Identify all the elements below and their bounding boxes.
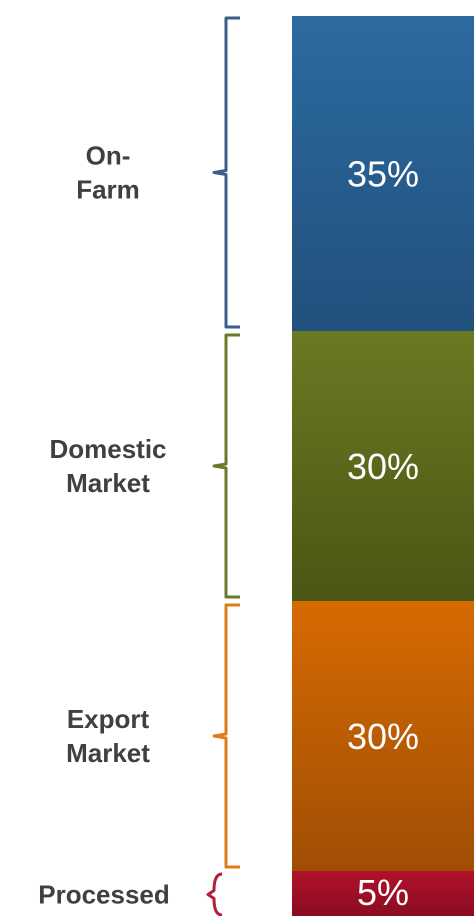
value-label-domestic-market: 30% bbox=[347, 446, 419, 487]
category-label-export-market: Export Market bbox=[66, 704, 150, 768]
value-label-processed: 5% bbox=[357, 872, 409, 913]
braces bbox=[206, 16, 240, 916]
category-label-domestic-market: Domestic Market bbox=[49, 434, 166, 498]
brace-export-market bbox=[212, 603, 240, 869]
bar-segment-processed bbox=[292, 871, 474, 916]
category-labels: On-Farm Domestic Market Export Market Process… bbox=[38, 141, 170, 910]
category-label-on-farm: On-Farm bbox=[76, 141, 140, 205]
bar-segment-export-market bbox=[292, 601, 474, 871]
brace-on-farm bbox=[212, 16, 240, 329]
bar-segment-on-farm bbox=[292, 16, 474, 331]
value-label-export-market: 30% bbox=[347, 716, 419, 757]
bar-segments: 35% 30% 30% 5% bbox=[292, 16, 474, 916]
brace-domestic-market bbox=[212, 333, 240, 599]
bar-segment-domestic-market bbox=[292, 331, 474, 601]
brace-processed bbox=[206, 872, 223, 916]
value-label-on-farm: 35% bbox=[347, 153, 419, 194]
category-label-processed: Processed bbox=[38, 880, 170, 910]
